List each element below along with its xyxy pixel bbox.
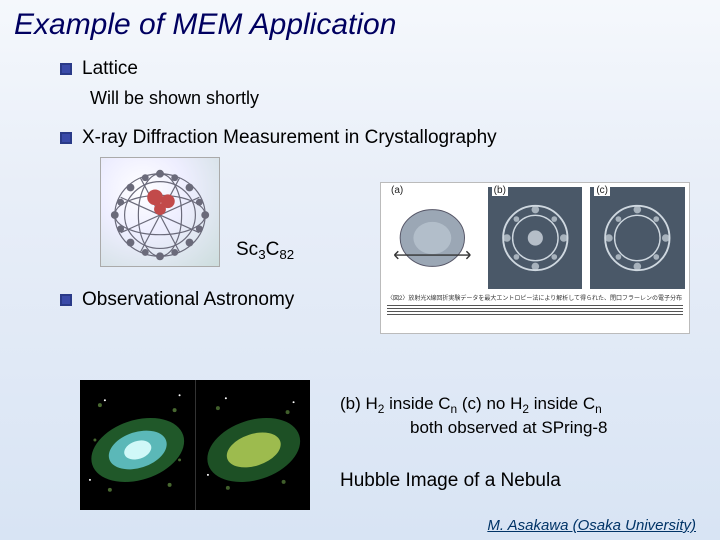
bullet-xray: X-ray Diffraction Measurement in Crystal… xyxy=(60,127,720,149)
caption-text: 〈図2〉放射光X線回折実験データを最大エントロピー法により解析して得られた、閉口… xyxy=(387,296,683,303)
panel-label: (b) xyxy=(492,185,508,196)
annotation-line-2: both observed at SPring-8 xyxy=(410,416,608,440)
panel-b: (b) xyxy=(488,187,583,289)
sub: n xyxy=(595,402,602,416)
caption-rule xyxy=(387,314,683,315)
sub: 2 xyxy=(378,402,385,416)
hubble-caption: Hubble Image of a Nebula xyxy=(340,470,561,492)
panels-top: (a) (b) xyxy=(381,183,689,293)
panels-caption: 〈図2〉放射光X線回折実験データを最大エントロピー法により解析して得られた、閉口… xyxy=(381,293,689,333)
nebula-figure xyxy=(80,380,310,510)
bullet-label: Lattice xyxy=(82,58,138,80)
panel-label: (a) xyxy=(389,185,405,196)
sub-lattice: Will be shown shortly xyxy=(90,88,720,109)
bullet-label: Observational Astronomy xyxy=(82,289,294,311)
caption-rule xyxy=(387,308,683,309)
bullet-lattice: Lattice xyxy=(60,58,720,80)
text: inside C xyxy=(529,394,595,413)
panel-label: (c) xyxy=(594,185,610,196)
panel-a: (a) xyxy=(385,187,480,289)
formula-part: C xyxy=(266,239,280,260)
panel-c: (c) xyxy=(590,187,685,289)
formula-part: Sc xyxy=(236,239,258,260)
annotation-line: (b) H2 inside Cn (c) no H2 inside Cn xyxy=(340,392,608,416)
text: inside C xyxy=(384,394,450,413)
footer-author: M. Asakawa (Osaka University) xyxy=(487,517,696,534)
annotation-block: (b) H2 inside Cn (c) no H2 inside Cn bot… xyxy=(340,392,608,440)
nebula-left xyxy=(80,380,195,510)
bullet-icon xyxy=(60,63,72,75)
nebula-right xyxy=(195,380,311,510)
xray-panels-figure: (a) (b) xyxy=(380,182,690,334)
caption-rule xyxy=(387,311,683,312)
molecule-figure xyxy=(100,157,220,267)
sub: 2 xyxy=(522,402,529,416)
page-title: Example of MEM Application xyxy=(0,0,720,48)
caption-rule xyxy=(387,305,683,306)
text: (c) no H xyxy=(457,394,522,413)
formula-sub: 3 xyxy=(258,247,265,262)
bullet-icon xyxy=(60,132,72,144)
bullet-icon xyxy=(60,294,72,306)
sub: n xyxy=(451,402,458,416)
molecule-formula: Sc3C82 xyxy=(236,239,294,267)
formula-sub: 82 xyxy=(279,247,294,262)
bullet-label: X-ray Diffraction Measurement in Crystal… xyxy=(82,127,497,149)
text: (b) H xyxy=(340,394,378,413)
